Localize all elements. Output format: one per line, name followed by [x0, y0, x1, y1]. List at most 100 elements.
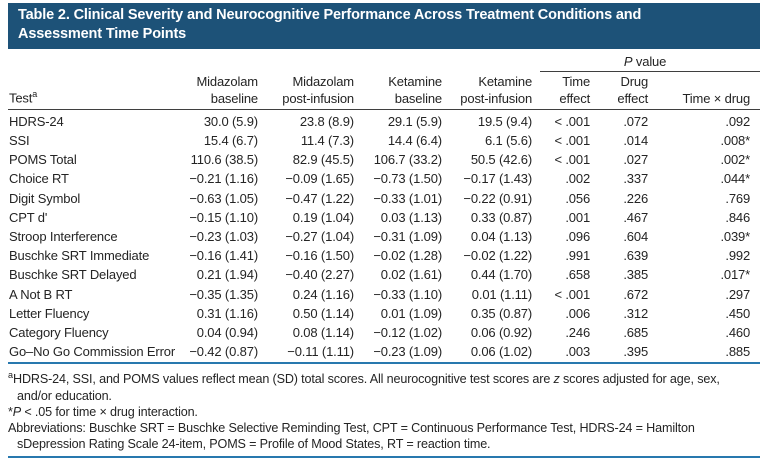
score-value: −0.47 (1.22) [285, 190, 354, 206]
p-value: .072 [623, 113, 649, 129]
footnote-a-text-cont: scores adjusted for age, sex, and/or edu… [17, 372, 720, 403]
score-value: −0.33 (1.01) [373, 190, 442, 206]
p-value: .604 [623, 228, 649, 244]
test-name: POMS Total [9, 152, 77, 168]
footnote-abbreviations-text: Abbreviations: Buschke SRT = Buschke Sel… [8, 421, 695, 452]
score-value: 0.06 (1.02) [450, 342, 541, 365]
column-header-ketamine-post-infusion: Ketamine post-infusion [450, 71, 541, 110]
bottom-border-rule [8, 455, 760, 458]
test-header-superscript: a [32, 89, 38, 100]
p-value: .991 [565, 248, 591, 264]
table-row: Stroop Interference −0.23 (1.03) −0.27 (1.… [8, 227, 760, 246]
p-value-label-rest: value [632, 53, 667, 69]
footnote-star-italic-p: P [12, 404, 22, 419]
header-line: Time × drug [682, 90, 751, 106]
p-value: .846 [725, 209, 751, 225]
test-name: HDRS-24 [9, 113, 64, 129]
p-value: .639 [623, 248, 649, 264]
p-value: .092 [725, 113, 751, 129]
p-value: .001 [565, 209, 591, 225]
test-name: Buschke SRT Immediate [9, 248, 150, 264]
test-name: CPT d' [9, 209, 48, 225]
score-value: −0.16 (1.41) [189, 248, 258, 264]
table-body: HDRS-24 30.0 (5.9) 23.8 (8.9) 29.1 (5.9) 19.… [8, 109, 761, 365]
p-value: .003 [540, 342, 599, 365]
score-value: −0.11 (1.11) [266, 342, 362, 365]
test-name: A Not B RT [9, 286, 73, 302]
score-value: 0.50 (1.14) [292, 305, 354, 321]
score-value: −0.27 (1.04) [285, 228, 354, 244]
score-value: 106.7 (33.2) [373, 152, 442, 168]
score-value: 0.04 (0.94) [196, 324, 258, 340]
score-value: 0.24 (1.16) [292, 286, 354, 302]
score-value: 0.06 (0.92) [470, 324, 533, 340]
footnote-abbreviations: Abbreviations: Buschke SRT = Buschke Sel… [8, 420, 760, 452]
column-header-test: Testa [8, 71, 186, 110]
score-value: −0.42 (0.87) [186, 342, 266, 365]
score-value: 0.08 (1.14) [292, 324, 354, 340]
p-value: .312 [623, 305, 649, 321]
test-name: Category Fluency [9, 324, 109, 340]
p-value-group-header: P value [540, 50, 761, 72]
score-value: −0.21 (1.16) [189, 171, 258, 187]
score-value: −0.16 (1.50) [285, 248, 354, 264]
p-value: .044* [720, 171, 751, 187]
score-value: 0.01 (1.09) [380, 305, 442, 321]
score-value: 15.4 (6.7) [203, 132, 258, 148]
footnote-significance: *P < .05 for time × drug interaction. [8, 404, 760, 420]
score-value: −0.22 (0.91) [463, 190, 533, 206]
score-value: −0.31 (1.09) [373, 228, 442, 244]
column-header-midazolam-baseline: Midazolam baseline [186, 71, 266, 110]
test-name: Buschke SRT Delayed [9, 267, 137, 283]
p-value: .006 [565, 305, 591, 321]
table-row: A Not B RT −0.35 (1.35) 0.24 (1.16) −0.33 (… [8, 285, 760, 304]
score-value: 82.9 (45.5) [292, 152, 354, 168]
score-value: 0.02 (1.61) [380, 267, 442, 283]
score-value: 29.1 (5.9) [387, 113, 442, 129]
footnote-a: aHDRS-24, SSI, and POMS values reflect m… [8, 367, 732, 404]
score-value: 0.35 (0.87) [470, 305, 533, 321]
footnotes: aHDRS-24, SSI, and POMS values reflect m… [8, 367, 760, 452]
p-value: .008* [720, 132, 751, 148]
header-line: Ketamine [388, 73, 442, 89]
p-value: .039* [720, 228, 751, 244]
p-value: .395 [598, 342, 657, 365]
p-value: .337 [623, 171, 649, 187]
score-value: −0.12 (1.02) [373, 324, 442, 340]
table-row: CPT d' −0.15 (1.10) 0.19 (1.04) 0.03 (1.13)… [8, 208, 760, 227]
score-value: 0.31 (1.16) [196, 305, 258, 321]
p-value: < .001 [554, 152, 591, 168]
p-value: .297 [725, 286, 751, 302]
p-value: .467 [623, 209, 649, 225]
p-value: .992 [725, 248, 751, 264]
results-table: P value Testa Midazolam baseline Midazola… [8, 50, 761, 365]
test-name: Stroop Interference [9, 228, 118, 244]
score-value: 0.04 (1.13) [470, 228, 533, 244]
column-header-row: Testa Midazolam baseline Midazolam post-in… [8, 71, 761, 110]
table-row: Choice RT −0.21 (1.16) −0.09 (1.65) −0.73 (… [8, 169, 760, 188]
score-value: −0.73 (1.50) [373, 171, 442, 187]
footnote-star-text: < .05 for time × drug interaction. [21, 404, 198, 419]
p-value: .450 [725, 305, 751, 321]
header-line: Time [562, 73, 591, 89]
p-value: < .001 [554, 132, 591, 148]
p-value: < .001 [554, 113, 591, 129]
score-value: −0.09 (1.65) [285, 171, 354, 187]
score-value: 0.44 (1.70) [470, 267, 533, 283]
p-value: .460 [725, 324, 751, 340]
header-line: post-infusion [282, 90, 354, 106]
p-value: .658 [565, 267, 591, 283]
header-line: baseline [394, 90, 442, 106]
score-value: −0.15 (1.10) [189, 209, 258, 225]
score-value: −0.23 (1.03) [189, 228, 258, 244]
p-value: .002 [565, 171, 591, 187]
test-name: Go–No Go Commission Error [8, 342, 186, 365]
header-line: effect [617, 90, 649, 106]
test-header-label: Test [9, 90, 33, 106]
table-title: Table 2. Clinical Severity and Neurocogn… [8, 3, 760, 49]
score-value: 0.03 (1.13) [380, 209, 442, 225]
table-row: Go–No Go Commission Error −0.42 (0.87) −0.… [8, 342, 761, 365]
column-header-midazolam-post-infusion: Midazolam post-infusion [266, 71, 362, 110]
p-value: .246 [565, 324, 591, 340]
